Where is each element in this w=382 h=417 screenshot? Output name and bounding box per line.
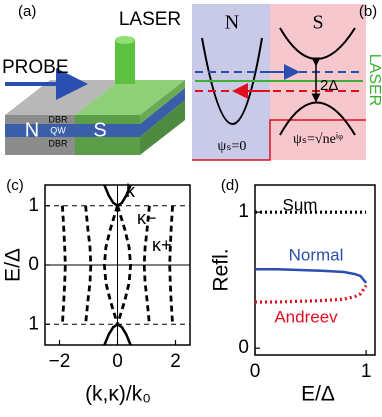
- y-axis-label: E/Δ: [2, 248, 25, 282]
- annotation: k: [126, 181, 136, 201]
- panel-label: (d): [221, 177, 239, 194]
- n-label: N: [225, 12, 239, 34]
- panel-b: N S 2Δ ψₛ=0 ψₛ=√neⁱᵠ (b) LASER: [192, 3, 382, 161]
- series-label: Normal: [289, 245, 344, 264]
- x-tick-label: 2: [170, 351, 181, 372]
- laser-label: LASER: [119, 9, 181, 30]
- dbr-s: [75, 115, 140, 124]
- potential: [192, 119, 366, 161]
- x-tick-label: 0: [112, 351, 123, 372]
- laser-beam: [115, 40, 135, 84]
- series-line: [255, 284, 368, 304]
- panel-a: (a) LASER PROBE N S DBR QW DBR: [2, 3, 185, 155]
- series-line: [84, 205, 93, 325]
- x-tick-label: 1: [361, 361, 372, 382]
- s-label: S: [312, 12, 323, 34]
- dbr-s: [75, 137, 140, 155]
- gap-label: 2Δ: [320, 77, 338, 94]
- side-bottom: [140, 100, 185, 155]
- psi-n: ψₛ=0: [218, 139, 247, 154]
- series-line: [61, 205, 67, 325]
- layer-label: QW: [50, 125, 66, 135]
- y-axis-label: Refl.: [210, 248, 233, 291]
- series-label: Andreev: [274, 307, 338, 326]
- layer-label: DBR: [48, 138, 68, 148]
- panel-label: (c): [6, 177, 24, 194]
- x-axis-label: (k,κ)/k₀: [85, 383, 151, 406]
- y-tick-label: 1: [28, 313, 39, 334]
- n-dispersion: [201, 37, 263, 125]
- series-line: [168, 205, 174, 325]
- side-qw: [140, 88, 185, 137]
- s-lower-branch: [279, 101, 356, 136]
- y-tick-label: 1: [28, 195, 39, 216]
- y-tick-label: 0: [28, 254, 39, 275]
- x-tick-label: −2: [49, 351, 71, 372]
- probe-label: PROBE: [2, 57, 69, 78]
- y-tick-label: 0: [238, 337, 249, 358]
- s-label: S: [93, 119, 106, 141]
- n-label: N: [25, 119, 39, 141]
- laser-top: [115, 36, 135, 44]
- panel-label: (a): [18, 3, 36, 20]
- panel-label: (b): [359, 3, 377, 20]
- dbr-n: [5, 137, 75, 155]
- series-line: [142, 205, 151, 325]
- annotation: κ−: [137, 208, 157, 228]
- series-line: [255, 268, 368, 284]
- layer-label: DBR: [48, 114, 68, 124]
- qw: [5, 124, 140, 137]
- series-line: [116, 205, 133, 325]
- top-face-s: [75, 80, 185, 115]
- x-tick-label: 0: [250, 361, 261, 382]
- psi-s: ψₛ=√neⁱᵠ: [293, 132, 343, 147]
- annotation: κ+: [152, 235, 172, 255]
- side-top: [140, 80, 185, 124]
- laser-label: LASER: [366, 54, 382, 106]
- series-label: Sum: [283, 195, 318, 214]
- y-tick-label: 1: [238, 201, 249, 222]
- dbr-n: [5, 115, 75, 124]
- series-line: [102, 205, 119, 325]
- x-axis-label: E/Δ: [301, 383, 335, 406]
